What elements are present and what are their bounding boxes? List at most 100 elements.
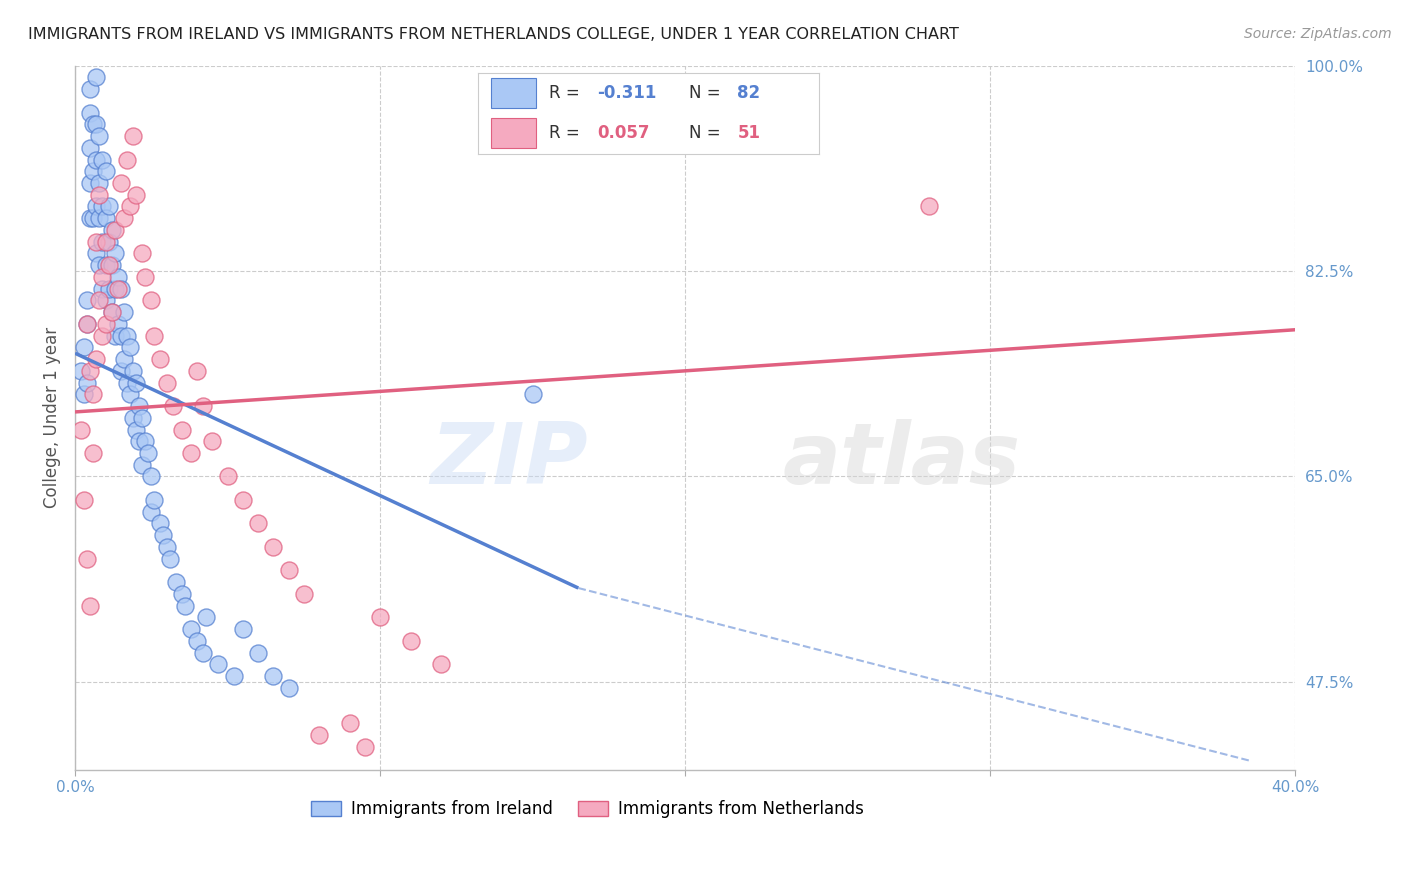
Point <box>134 434 156 449</box>
Point <box>170 423 193 437</box>
Point <box>91 282 114 296</box>
Point <box>82 446 104 460</box>
Point <box>107 317 129 331</box>
Point <box>97 235 120 249</box>
Point <box>195 610 218 624</box>
Point <box>399 633 422 648</box>
Point <box>82 211 104 226</box>
Point <box>207 657 229 672</box>
Point <box>247 516 270 531</box>
Point <box>112 211 135 226</box>
Point <box>86 199 108 213</box>
Point <box>94 317 117 331</box>
Point <box>170 587 193 601</box>
Point <box>173 599 195 613</box>
Text: atlas: atlas <box>783 418 1021 501</box>
Point <box>97 258 120 272</box>
Point <box>136 446 159 460</box>
Point <box>94 293 117 308</box>
Point <box>191 399 214 413</box>
Point <box>186 364 208 378</box>
Point <box>155 540 177 554</box>
Point <box>107 269 129 284</box>
Point <box>91 199 114 213</box>
Point <box>430 657 453 672</box>
Point <box>112 352 135 367</box>
Point <box>222 669 245 683</box>
Point <box>191 646 214 660</box>
Point <box>79 141 101 155</box>
Point <box>76 551 98 566</box>
Point <box>86 117 108 131</box>
Point <box>91 153 114 167</box>
Point <box>277 563 299 577</box>
Point <box>86 153 108 167</box>
Point <box>110 176 132 190</box>
Point <box>97 199 120 213</box>
Point <box>94 211 117 226</box>
Point <box>232 493 254 508</box>
Point <box>89 176 111 190</box>
Point <box>141 469 163 483</box>
Point <box>100 305 122 319</box>
Point <box>73 387 96 401</box>
Point <box>100 223 122 237</box>
Point <box>86 246 108 260</box>
Point <box>94 235 117 249</box>
Point <box>94 164 117 178</box>
Point <box>180 446 202 460</box>
Point <box>94 258 117 272</box>
Point <box>118 340 141 354</box>
Point <box>86 352 108 367</box>
Point <box>76 376 98 390</box>
Point <box>76 293 98 308</box>
Point <box>89 293 111 308</box>
Point <box>115 328 138 343</box>
Point <box>149 516 172 531</box>
Point <box>131 410 153 425</box>
Point <box>91 328 114 343</box>
Point <box>143 328 166 343</box>
Point <box>100 305 122 319</box>
Point <box>232 622 254 636</box>
Point <box>110 328 132 343</box>
Point <box>118 199 141 213</box>
Point <box>110 282 132 296</box>
Point <box>262 540 284 554</box>
Point <box>180 622 202 636</box>
Point <box>115 376 138 390</box>
Point <box>217 469 239 483</box>
Point <box>76 317 98 331</box>
Point <box>201 434 224 449</box>
Point <box>104 282 127 296</box>
Point <box>79 599 101 613</box>
Point <box>104 328 127 343</box>
Point <box>247 646 270 660</box>
Point <box>70 423 93 437</box>
Point <box>339 716 361 731</box>
Point <box>91 235 114 249</box>
Y-axis label: College, Under 1 year: College, Under 1 year <box>44 327 60 508</box>
Point <box>353 739 375 754</box>
Text: Source: ZipAtlas.com: Source: ZipAtlas.com <box>1244 27 1392 41</box>
Point <box>522 387 544 401</box>
Point <box>128 399 150 413</box>
Point <box>262 669 284 683</box>
Point <box>308 728 330 742</box>
Point <box>110 364 132 378</box>
Point <box>141 293 163 308</box>
Point <box>368 610 391 624</box>
Text: IMMIGRANTS FROM IRELAND VS IMMIGRANTS FROM NETHERLANDS COLLEGE, UNDER 1 YEAR COR: IMMIGRANTS FROM IRELAND VS IMMIGRANTS FR… <box>28 27 959 42</box>
Point <box>86 70 108 85</box>
Point <box>79 211 101 226</box>
Point <box>165 575 187 590</box>
Point <box>73 493 96 508</box>
Point <box>82 387 104 401</box>
Point <box>70 364 93 378</box>
Point <box>100 258 122 272</box>
Point <box>131 458 153 472</box>
Point <box>125 376 148 390</box>
Point <box>131 246 153 260</box>
Point <box>76 317 98 331</box>
Point <box>122 129 145 144</box>
